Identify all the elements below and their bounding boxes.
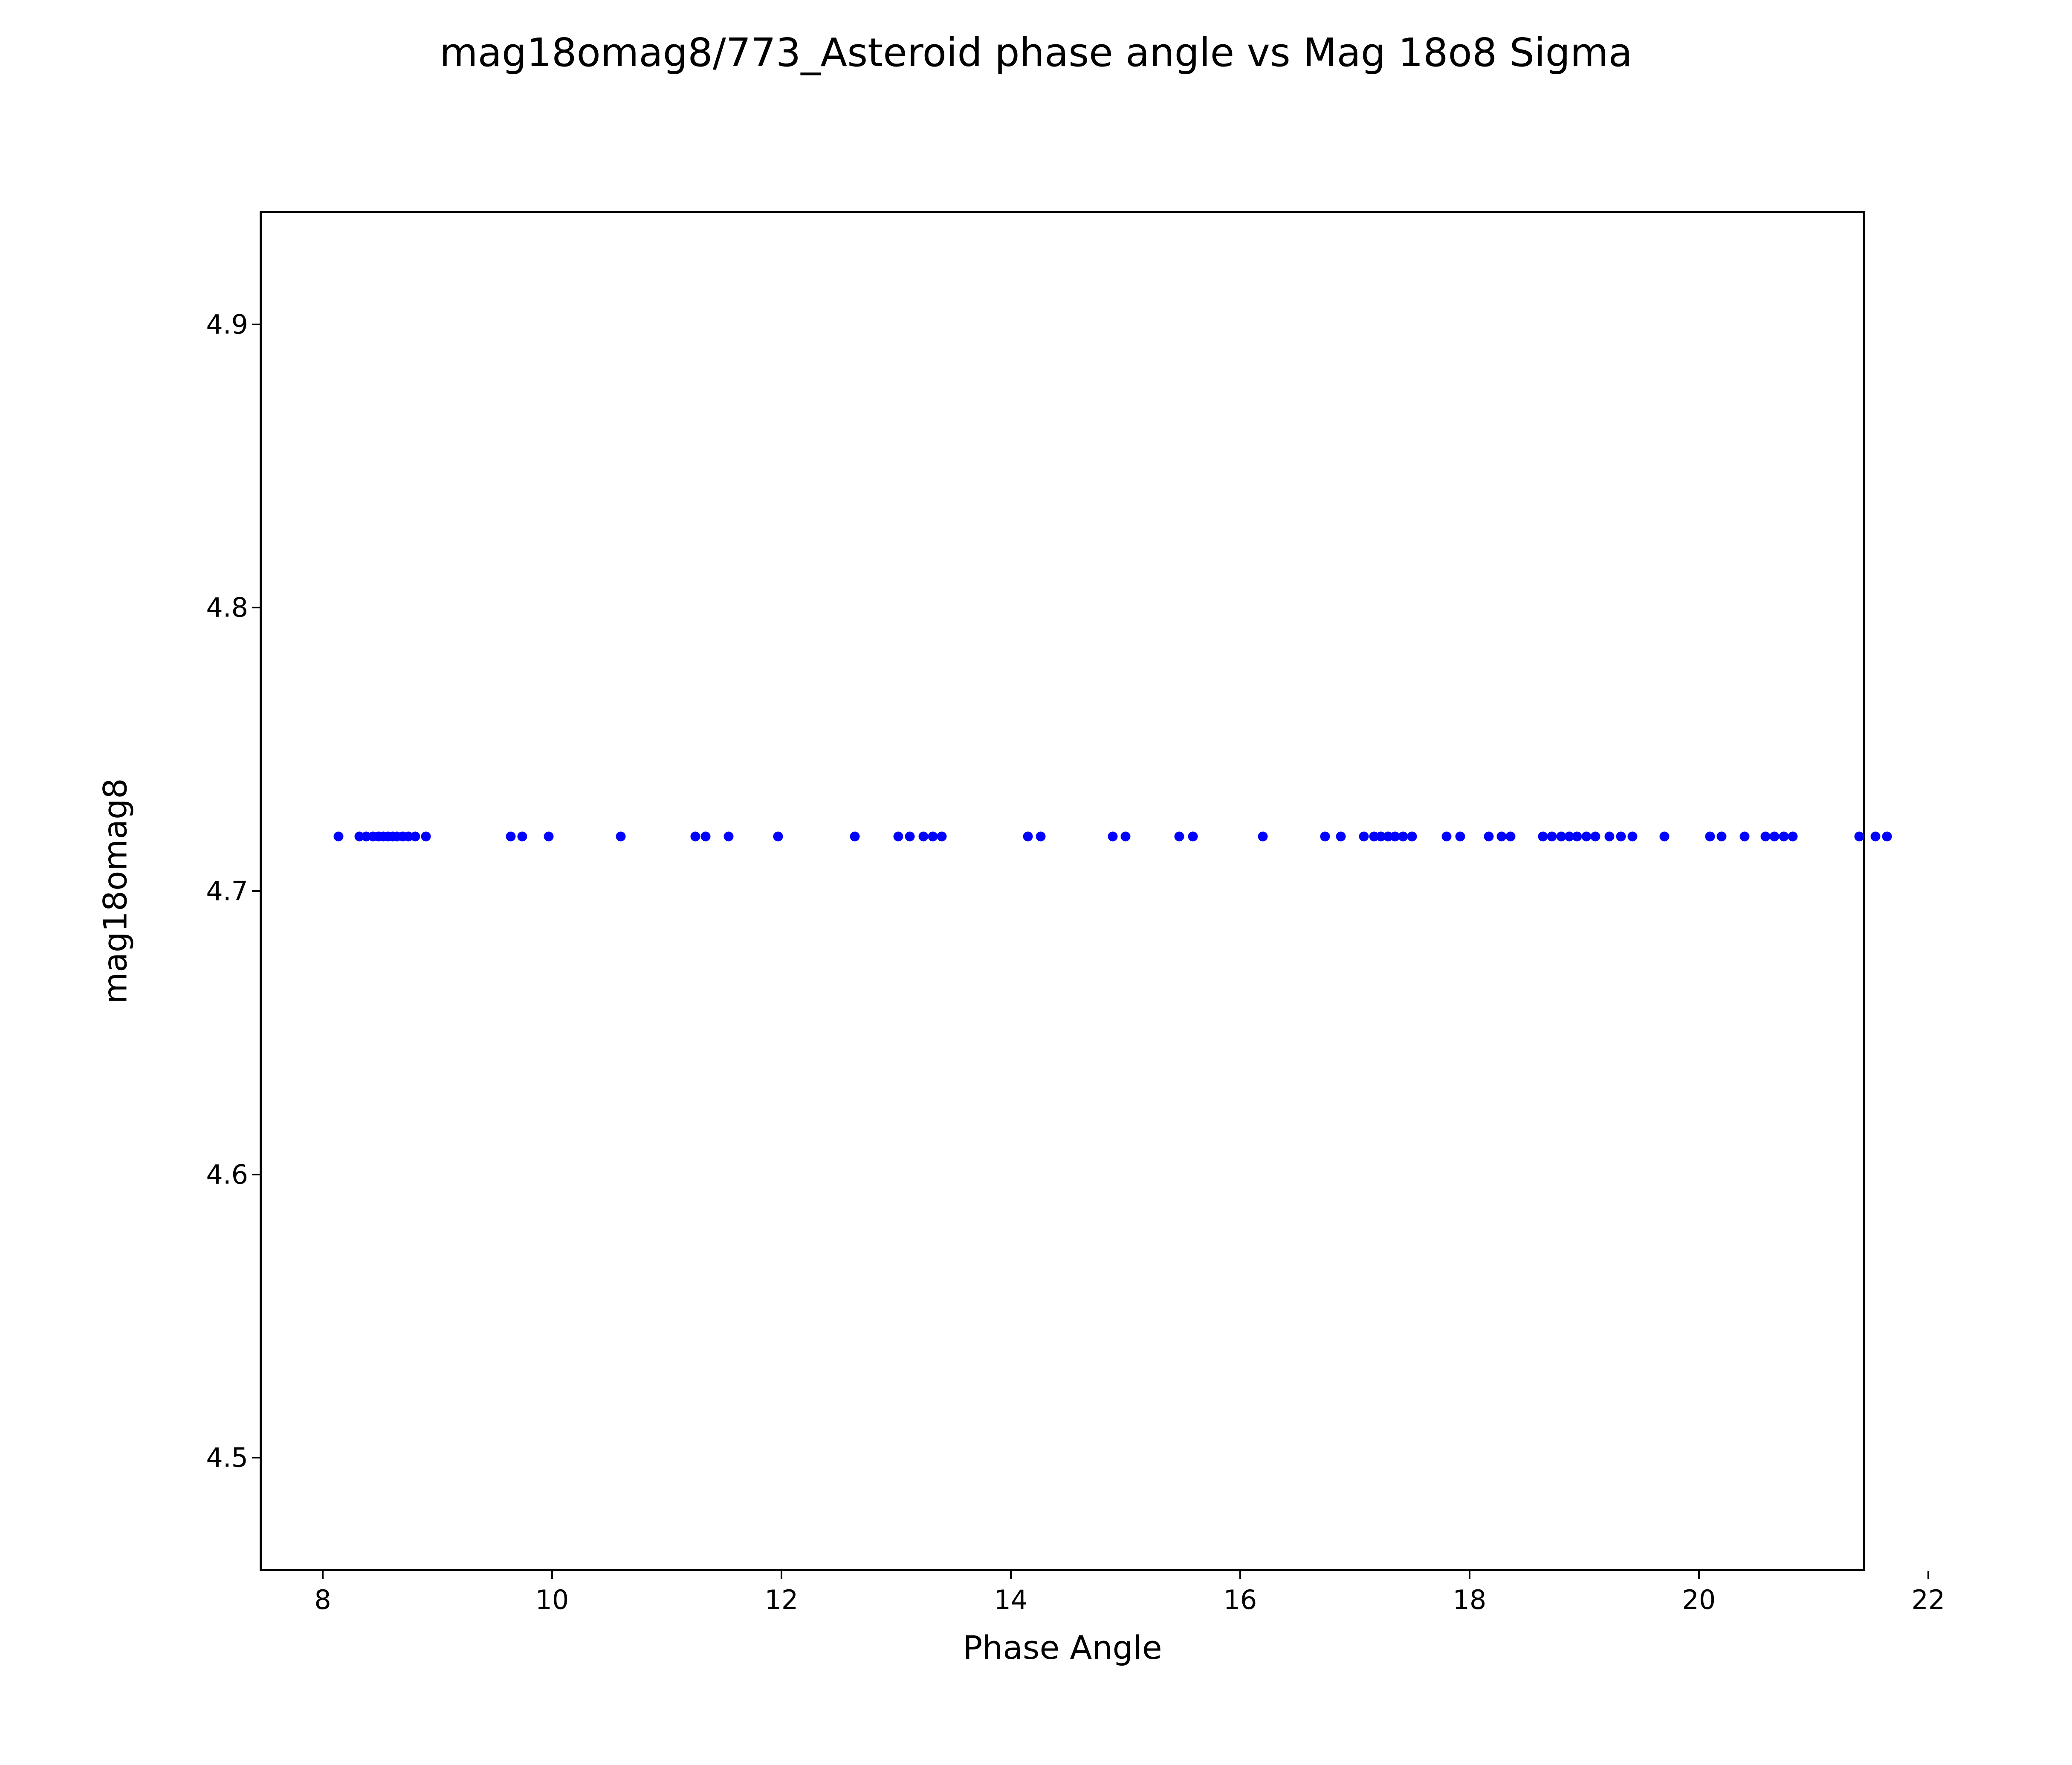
scatter-point	[1258, 831, 1268, 842]
x-axis-label: Phase Angle	[963, 1629, 1162, 1667]
scatter-series-mag18omag8	[262, 213, 1892, 1569]
scatter-point	[1023, 831, 1033, 842]
scatter-point	[850, 831, 860, 842]
scatter-point	[1870, 831, 1881, 842]
y-tick-label: 4.7	[206, 875, 248, 907]
scatter-point	[1390, 831, 1400, 842]
y-axis-label: mag18omag8	[96, 778, 134, 1004]
x-tick-label: 14	[994, 1584, 1028, 1615]
scatter-point	[1547, 831, 1557, 842]
y-tick-label: 4.5	[206, 1442, 248, 1473]
x-tick-label: 22	[1911, 1584, 1945, 1615]
scatter-point	[1407, 831, 1417, 842]
y-tick-label: 4.6	[206, 1159, 248, 1190]
scatter-point	[1036, 831, 1045, 842]
x-tick-mark	[1468, 1571, 1470, 1579]
scatter-point	[1854, 831, 1864, 842]
x-tick-label: 20	[1682, 1584, 1716, 1615]
scatter-point	[1779, 831, 1789, 842]
scatter-point	[1882, 831, 1892, 842]
scatter-point	[544, 831, 553, 842]
scatter-point	[1604, 831, 1615, 842]
scatter-point	[616, 831, 626, 842]
scatter-point	[905, 831, 915, 842]
x-tick-label: 18	[1453, 1584, 1487, 1615]
y-tick-mark	[252, 1173, 260, 1175]
scatter-point	[723, 831, 734, 842]
scatter-point	[1739, 831, 1750, 842]
scatter-point	[690, 831, 700, 842]
scatter-point	[506, 831, 516, 842]
scatter-point	[1572, 831, 1582, 842]
scatter-point	[700, 831, 711, 842]
y-tick-mark	[252, 607, 260, 609]
scatter-point	[410, 831, 420, 842]
scatter-point	[1120, 831, 1131, 842]
scatter-point	[1359, 831, 1369, 842]
scatter-point	[517, 831, 527, 842]
scatter-point	[1590, 831, 1600, 842]
x-tick-mark	[1698, 1571, 1700, 1579]
plot-area	[260, 211, 1892, 1571]
x-tick-mark	[1239, 1571, 1241, 1579]
scatter-point	[1336, 831, 1346, 842]
scatter-point	[1496, 831, 1507, 842]
scatter-point	[1581, 831, 1592, 842]
scatter-point	[1556, 831, 1566, 842]
scatter-point	[421, 831, 431, 842]
scatter-point	[1441, 831, 1452, 842]
scatter-point	[1455, 831, 1465, 842]
scatter-point	[1788, 831, 1798, 842]
x-tick-mark	[780, 1571, 782, 1579]
x-tick-label: 8	[314, 1584, 331, 1615]
x-tick-mark	[1010, 1571, 1012, 1579]
x-tick-label: 12	[764, 1584, 799, 1615]
y-tick-mark	[252, 890, 260, 892]
scatter-point	[918, 831, 929, 842]
scatter-point	[1398, 831, 1408, 842]
scatter-point	[1705, 831, 1715, 842]
x-tick-mark	[321, 1571, 324, 1579]
scatter-point	[1564, 831, 1574, 842]
y-tick-label: 4.9	[206, 309, 248, 340]
scatter-point	[773, 831, 783, 842]
x-tick-mark	[1927, 1571, 1929, 1579]
scatter-point	[1538, 831, 1548, 842]
scatter-point	[1320, 831, 1330, 842]
scatter-point	[1174, 831, 1184, 842]
scatter-point	[893, 831, 903, 842]
scatter-point	[1659, 831, 1670, 842]
x-tick-label: 16	[1223, 1584, 1257, 1615]
y-tick-mark	[252, 323, 260, 325]
y-tick-label: 4.8	[206, 592, 248, 623]
scatter-point	[937, 831, 947, 842]
scatter-point	[1616, 831, 1626, 842]
scatter-point	[333, 831, 344, 842]
y-tick-mark	[252, 1457, 260, 1459]
x-tick-mark	[551, 1571, 553, 1579]
scatter-point	[1716, 831, 1727, 842]
chart-title: mag18omag8/773_Asteroid phase angle vs M…	[440, 30, 1632, 75]
scatter-point	[928, 831, 938, 842]
x-tick-label: 10	[535, 1584, 569, 1615]
scatter-point	[1760, 831, 1771, 842]
scatter-point	[1188, 831, 1198, 842]
scatter-point	[1769, 831, 1780, 842]
scatter-point	[1505, 831, 1516, 842]
scatter-point	[1484, 831, 1494, 842]
scatter-point	[1627, 831, 1638, 842]
scatter-point	[1108, 831, 1118, 842]
